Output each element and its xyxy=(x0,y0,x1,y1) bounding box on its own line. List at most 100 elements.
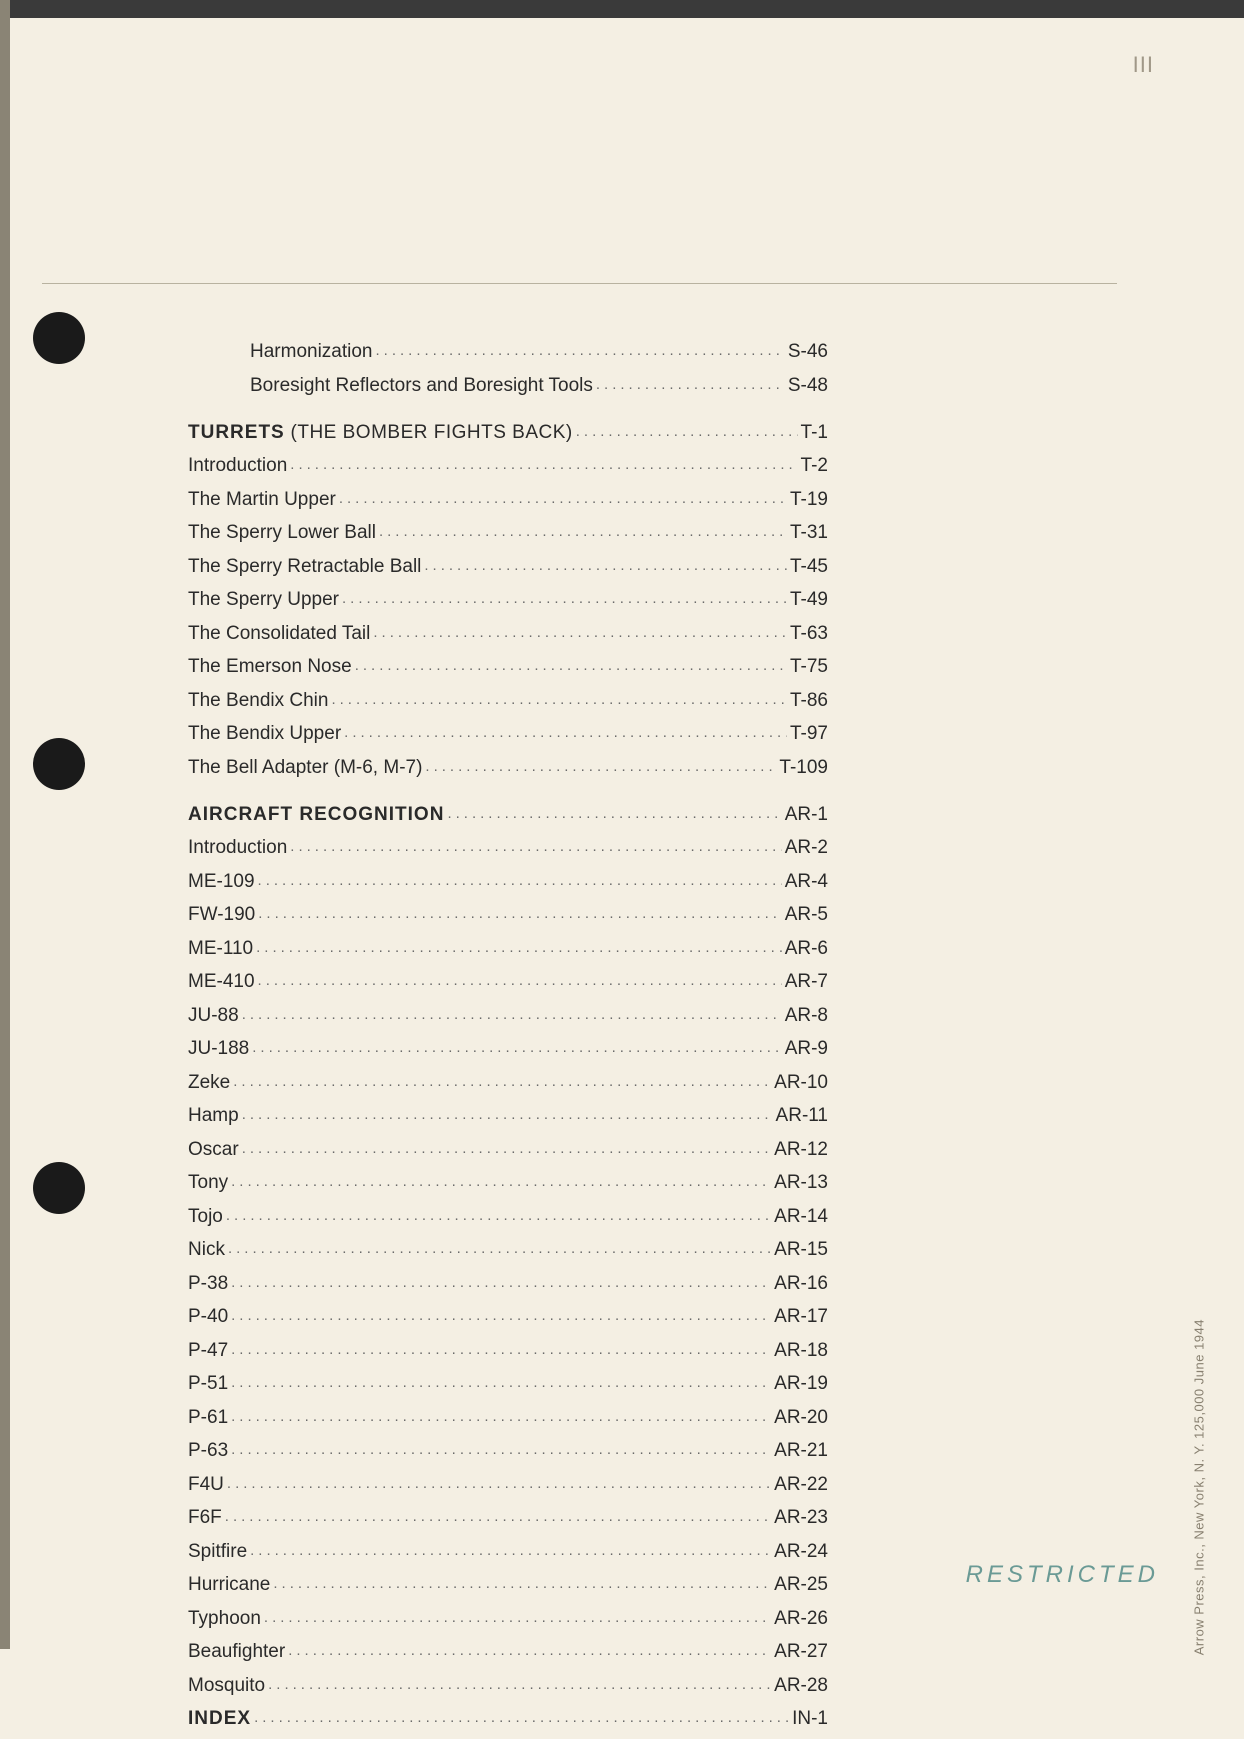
toc-label: Mosquito xyxy=(188,1676,265,1695)
toc-page: AR-4 xyxy=(785,872,828,891)
horizontal-rule xyxy=(42,283,1117,284)
toc-entry: ME-109 AR-4 xyxy=(188,868,828,891)
toc-entry: P-63AR-21 xyxy=(188,1437,828,1460)
toc-page: T-19 xyxy=(790,490,828,509)
toc-page: AR-14 xyxy=(774,1207,828,1226)
toc-entry: IntroductionAR-2 xyxy=(188,834,828,857)
toc-entry: Beaufighter AR-27 xyxy=(188,1638,828,1661)
toc-label: P-38 xyxy=(188,1274,228,1293)
toc-page: AR-10 xyxy=(774,1073,828,1092)
toc-section-heading: INDEX IN-1 xyxy=(188,1705,828,1728)
punch-hole xyxy=(33,738,85,790)
toc-page: T-75 xyxy=(790,657,828,676)
toc-page: AR-12 xyxy=(774,1140,828,1159)
toc-page: AR-20 xyxy=(774,1408,828,1427)
toc-page: AR-2 xyxy=(785,838,828,857)
toc-entry: P-38 AR-16 xyxy=(188,1270,828,1293)
toc-leader xyxy=(342,586,787,605)
toc-label: ME-110 xyxy=(188,939,253,958)
toc-entry: MosquitoAR-28 xyxy=(188,1672,828,1695)
toc-label: P-51 xyxy=(188,1374,228,1393)
toc-heading-label: TURRETS (THE BOMBER FIGHTS BACK) xyxy=(188,423,573,442)
toc-entry: Harmonization S-46 xyxy=(188,338,828,361)
toc-page: AR-16 xyxy=(774,1274,828,1293)
toc-page: T-86 xyxy=(790,691,828,710)
toc-leader xyxy=(425,754,776,773)
toc-page: T-109 xyxy=(779,758,828,777)
toc-leader xyxy=(231,1370,771,1389)
toc-leader xyxy=(227,1471,771,1490)
toc-page: T-31 xyxy=(790,523,828,542)
spine-imprint: Arrow Press, Inc., New York, N. Y. 125,0… xyxy=(1191,1319,1206,1655)
toc-leader xyxy=(344,720,787,739)
toc-leader xyxy=(225,1504,771,1523)
toc-page: AR-11 xyxy=(776,1106,828,1125)
punch-hole xyxy=(33,312,85,364)
toc-label: Nick xyxy=(188,1240,225,1259)
toc-entry: SpitfireAR-24 xyxy=(188,1538,828,1561)
toc-page: AR-8 xyxy=(785,1006,828,1025)
toc-page: AR-27 xyxy=(774,1642,828,1661)
toc-page: AR-5 xyxy=(785,905,828,924)
toc-label: The Consolidated Tail xyxy=(188,624,370,643)
toc-leader xyxy=(447,801,781,820)
toc-leader xyxy=(242,1136,771,1155)
toc-label: The Sperry Upper xyxy=(188,590,339,609)
toc-entry: P-51AR-19 xyxy=(188,1370,828,1393)
toc-entry: The Bendix UpperT-97 xyxy=(188,720,828,743)
restricted-stamp: RESTRICTED xyxy=(966,1561,1159,1589)
toc-leader xyxy=(596,372,785,391)
toc-page: AR-18 xyxy=(774,1341,828,1360)
toc-entry: JU-188 AR-9 xyxy=(188,1035,828,1058)
toc-leader xyxy=(258,968,782,987)
toc-leader xyxy=(231,1404,771,1423)
toc-page: AR-7 xyxy=(785,972,828,991)
toc-label: The Bell Adapter (M-6, M-7) xyxy=(188,758,422,777)
toc-label: Introduction xyxy=(188,456,287,475)
toc-leader xyxy=(339,486,787,505)
toc-page: AR-6 xyxy=(785,939,828,958)
toc-leader xyxy=(576,419,798,438)
toc-entry: ME-410AR-7 xyxy=(188,968,828,991)
toc-label: Hamp xyxy=(188,1106,239,1125)
toc-page: T-45 xyxy=(790,557,828,576)
toc-label: ME-109 xyxy=(188,872,255,891)
toc-leader xyxy=(273,1571,771,1590)
toc-leader xyxy=(231,1303,771,1322)
toc-leader xyxy=(424,553,787,572)
toc-label: Beaufighter xyxy=(188,1642,285,1661)
toc-page: S-48 xyxy=(788,376,828,395)
toc-heading-bold: TURRETS xyxy=(188,422,285,443)
toc-heading-paren: (THE BOMBER FIGHTS BACK) xyxy=(285,422,573,443)
toc-label: Tony xyxy=(188,1173,228,1192)
toc-entry: HurricaneAR-25 xyxy=(188,1571,828,1594)
toc-page: T-2 xyxy=(801,456,828,475)
toc-entry: Introduction T-2 xyxy=(188,452,828,475)
toc-leader xyxy=(231,1337,771,1356)
toc-entry: ME-110 AR-6 xyxy=(188,935,828,958)
toc-page: AR-25 xyxy=(774,1575,828,1594)
toc-leader xyxy=(258,868,782,887)
toc-leader xyxy=(290,834,781,853)
page-edge-top xyxy=(0,0,1244,18)
toc-page: AR-22 xyxy=(774,1475,828,1494)
toc-page: T-63 xyxy=(790,624,828,643)
toc-label: Spitfire xyxy=(188,1542,247,1561)
toc-label: The Bendix Chin xyxy=(188,691,328,710)
toc-leader xyxy=(252,1035,781,1054)
toc-label: P-61 xyxy=(188,1408,228,1427)
toc-leader xyxy=(254,1705,789,1724)
toc-page: AR-17 xyxy=(774,1307,828,1326)
toc-page: AR-23 xyxy=(774,1508,828,1527)
toc-label: The Sperry Retractable Ball xyxy=(188,557,421,576)
toc-entry: The Sperry Retractable Ball T-45 xyxy=(188,553,828,576)
toc-entry: NickAR-15 xyxy=(188,1236,828,1259)
toc-page: T-97 xyxy=(790,724,828,743)
toc-page: AR-9 xyxy=(785,1039,828,1058)
toc-heading-label: AIRCRAFT RECOGNITION xyxy=(188,805,444,824)
toc-label: Typhoon xyxy=(188,1609,261,1628)
punch-hole xyxy=(33,1162,85,1214)
toc-label: JU-188 xyxy=(188,1039,249,1058)
toc-leader xyxy=(268,1672,771,1691)
toc-leader xyxy=(376,338,785,357)
